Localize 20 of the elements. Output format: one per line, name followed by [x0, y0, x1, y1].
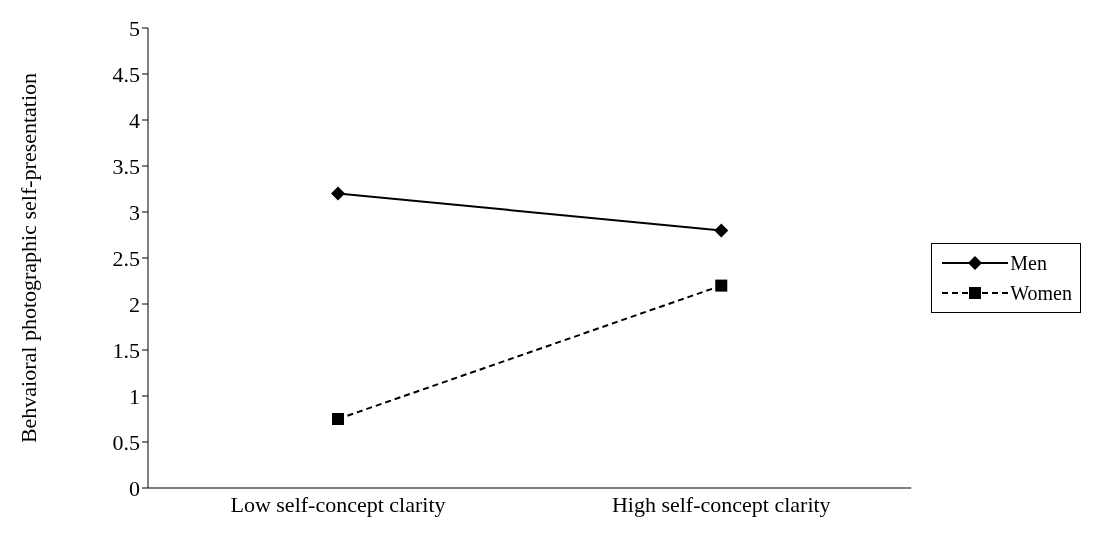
- y-tick-label: 2: [129, 291, 140, 317]
- legend-label: Men: [1010, 251, 1047, 275]
- x-tick-label: Low self-concept clarity: [230, 491, 446, 517]
- y-axis-title: Behvaioral photographic self-presentation: [15, 72, 41, 444]
- legend-label: Women: [1010, 281, 1072, 305]
- point: [331, 186, 345, 201]
- y-tick-label: 5: [129, 15, 140, 41]
- y-tick-label: 3.5: [112, 153, 140, 179]
- point: [714, 223, 729, 238]
- y-tick-label: 0: [129, 475, 140, 501]
- y-tick-label: 4.5: [112, 61, 140, 87]
- y-tick-label: 2.5: [112, 245, 140, 271]
- y-tick-label: 1: [129, 383, 140, 409]
- y-tick-label: 0.5: [112, 429, 140, 455]
- y-tick-label: 3: [129, 199, 140, 225]
- x-tick-label: High self-concept clarity: [611, 491, 831, 517]
- y-tick-label: 4: [129, 107, 140, 133]
- y-tick-label: 1.5: [112, 337, 140, 363]
- point: [332, 413, 344, 425]
- point: [715, 279, 728, 292]
